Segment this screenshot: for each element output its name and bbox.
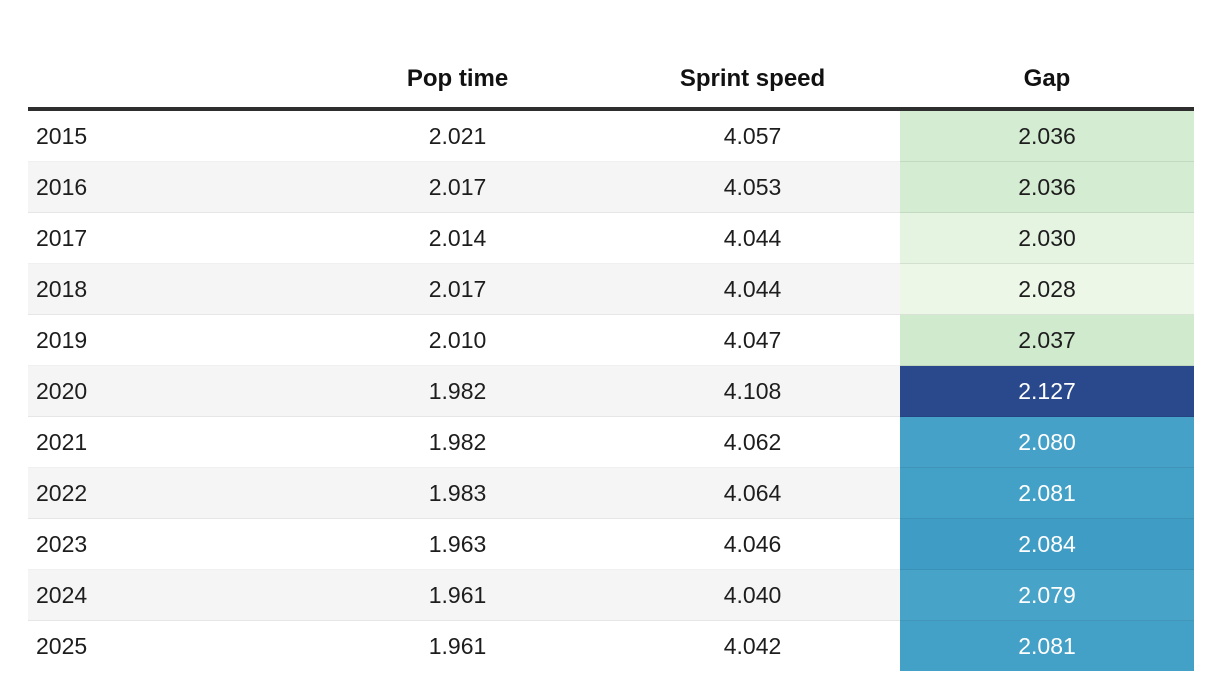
pop-time-cell: 1.983 bbox=[310, 467, 605, 519]
table-row: 2021 1.982 4.062 2.080 bbox=[28, 416, 1194, 468]
stats-table-container: Pop time Sprint speed Gap 2015 2.021 4.057… bbox=[28, 50, 1194, 671]
pop-time-cell: 2.014 bbox=[310, 212, 605, 264]
sprint-speed-cell: 4.053 bbox=[605, 161, 900, 213]
table-row: 2016 2.017 4.053 2.036 bbox=[28, 161, 1194, 213]
pop-time-cell: 2.010 bbox=[310, 314, 605, 366]
sprint-speed-cell: 4.064 bbox=[605, 467, 900, 519]
year-cell: 2018 bbox=[28, 263, 310, 315]
sprint-speed-cell: 4.057 bbox=[723, 123, 782, 149]
year-cell: 2023 bbox=[28, 518, 310, 570]
gap-cell: 2.080 bbox=[900, 416, 1194, 468]
pop-time-cell: 1.961 bbox=[310, 620, 605, 671]
pop-time-cell: 1.982 bbox=[310, 365, 605, 417]
table-row: 2022 1.983 4.064 2.081 bbox=[28, 467, 1194, 519]
gap-cell: 2.037 bbox=[900, 314, 1194, 366]
header-pop-time: Pop time bbox=[310, 50, 605, 111]
sprint-speed-cell: 4.108 bbox=[605, 365, 900, 417]
gap-cell: 2.036 bbox=[900, 109, 1194, 162]
table-row: 2017 2.014 4.044 2.030 bbox=[28, 212, 1194, 264]
gap-cell: 2.079 bbox=[900, 569, 1194, 621]
table-row: 2019 2.010 4.047 2.037 bbox=[28, 314, 1194, 366]
pop-time-cell: 1.963 bbox=[310, 518, 605, 570]
table-row: 2018 2.017 4.044 2.028 bbox=[28, 263, 1194, 315]
pop-time-cell: 1.982 bbox=[310, 416, 605, 468]
year-cell: 2019 bbox=[28, 314, 310, 366]
table-row: 2023 1.963 4.046 2.084 bbox=[28, 518, 1194, 570]
header-gap: Gap bbox=[900, 50, 1194, 111]
gap-cell: 2.127 bbox=[900, 365, 1194, 417]
year-cell: 2022 bbox=[28, 467, 310, 519]
year-cell: 2021 bbox=[28, 416, 310, 468]
header-year bbox=[28, 50, 310, 111]
header-sprint-speed: Sprint speed bbox=[605, 50, 900, 111]
year-cell: 2015 bbox=[36, 123, 88, 149]
sprint-speed-cell: 4.040 bbox=[605, 569, 900, 621]
sprint-speed-cell: 4.047 bbox=[605, 314, 900, 366]
pop-time-sprint-speed-gap-table: Pop time Sprint speed Gap 2015 2.021 4.057… bbox=[28, 50, 1194, 671]
gap-cell: 2.084 bbox=[900, 518, 1194, 570]
sprint-speed-cell: 4.042 bbox=[605, 620, 900, 671]
table-row: 2020 1.982 4.108 2.127 bbox=[28, 365, 1194, 417]
year-cell: 2017 bbox=[28, 212, 310, 264]
gap-cell: 2.081 bbox=[900, 620, 1194, 671]
pop-time-cell: 2.021 bbox=[428, 123, 487, 149]
year-cell: 2024 bbox=[28, 569, 310, 621]
sprint-speed-cell: 4.044 bbox=[605, 212, 900, 264]
table-row: 2025 1.961 4.042 2.081 bbox=[28, 620, 1194, 671]
gap-cell: 2.028 bbox=[900, 263, 1194, 315]
pop-time-cell: 2.017 bbox=[310, 161, 605, 213]
gap-cell: 2.030 bbox=[900, 212, 1194, 264]
sprint-speed-cell: 4.046 bbox=[605, 518, 900, 570]
year-cell: 2020 bbox=[28, 365, 310, 417]
table-row: 2024 1.961 4.040 2.079 bbox=[28, 569, 1194, 621]
year-cell: 2016 bbox=[28, 161, 310, 213]
pop-time-cell: 1.961 bbox=[310, 569, 605, 621]
gap-cell: 2.081 bbox=[900, 467, 1194, 519]
gap-cell: 2.036 bbox=[900, 161, 1194, 213]
table-row: 2015 2.021 4.057 2.036 bbox=[28, 109, 1194, 162]
pop-time-cell: 2.017 bbox=[310, 263, 605, 315]
header-row: Pop time Sprint speed Gap bbox=[28, 50, 1194, 111]
sprint-speed-cell: 4.062 bbox=[605, 416, 900, 468]
year-cell: 2025 bbox=[28, 620, 310, 671]
sprint-speed-cell: 4.044 bbox=[605, 263, 900, 315]
